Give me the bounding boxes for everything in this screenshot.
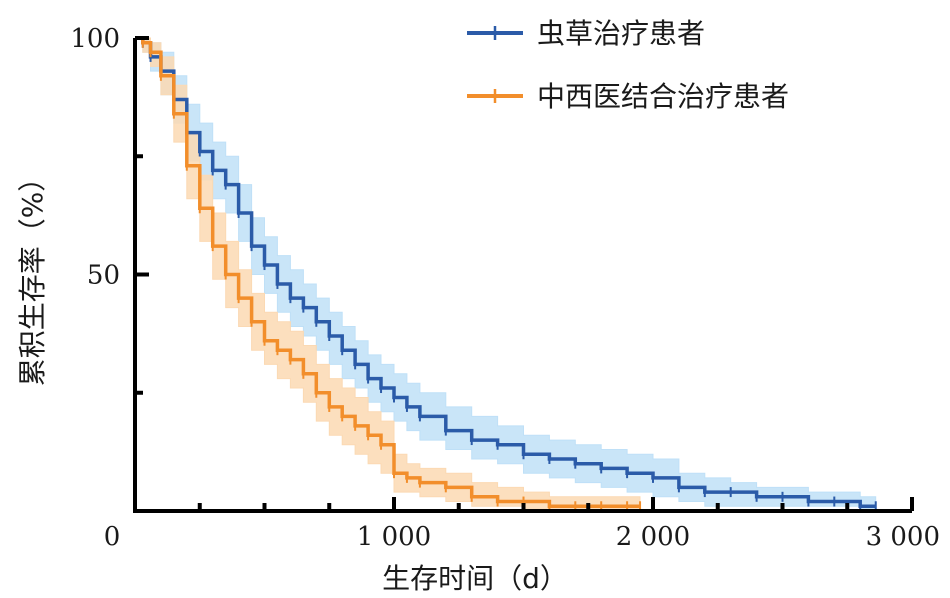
tick-labels: 0 1 000 2 000 3 000 50 100 (70, 24, 940, 552)
legend-label: 中西医结合治疗患者 (537, 80, 789, 113)
x-tick-label: 0 (104, 522, 121, 552)
x-axis-title: 生存时间（d） (382, 562, 568, 595)
x-tick-label: 3 000 (866, 522, 940, 552)
y-tick-label: 100 (70, 24, 120, 54)
axis-ticks (135, 36, 914, 511)
x-tick-label: 2 000 (616, 522, 690, 552)
survival-lines (135, 36, 877, 512)
y-tick-label: 50 (87, 261, 120, 291)
y-axis-title: 累积生存率（%） (16, 164, 49, 387)
survival-line-series-1 (135, 36, 640, 509)
legend-label: 虫草治疗患者 (537, 17, 705, 50)
x-tick-label: 1 000 (357, 522, 431, 552)
survival-line-series-0 (135, 36, 876, 509)
